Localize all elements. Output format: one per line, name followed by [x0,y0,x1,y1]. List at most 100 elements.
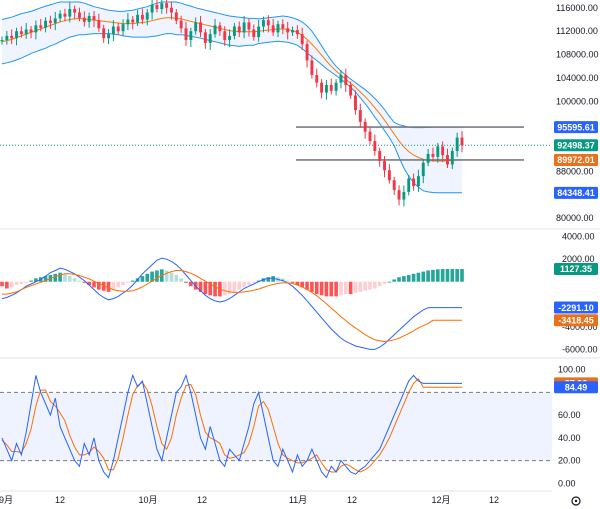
macd-histogram-bar [334,281,338,297]
macd-histogram-bar [53,273,58,282]
candle-body [194,22,198,32]
macd-histogram-bar [402,276,406,282]
candle-body [281,24,285,29]
price-badge [554,263,598,276]
candle-body [334,82,338,91]
candle-body [19,31,23,35]
macd-histogram-bar [130,280,135,282]
candle-body [295,30,299,35]
candle-body [165,3,169,8]
candle-body [329,84,333,91]
macd-histogram-bar [421,271,426,282]
macd-histogram-bar [295,281,300,286]
macd-histogram-bar [411,273,416,282]
macd-histogram-bar [82,281,87,283]
candle-body [203,32,207,43]
macd-histogram-bar [189,281,193,287]
candle-body [358,110,362,122]
candle-body [218,25,222,32]
macd-histogram-bar [203,281,208,295]
candle-body [15,31,18,39]
stoch-axis-tick: 100.00 [558,365,586,375]
candle-body [320,82,324,93]
candle-body [310,60,314,76]
macd-histogram-bar [305,281,309,290]
macd-histogram-bar [213,281,217,297]
macd-histogram-bar [92,281,96,288]
macd-histogram-bar [198,281,203,292]
macd-histogram-bar [72,278,77,282]
candle-body [460,137,464,146]
bollinger-basis-line [1,17,463,162]
candle-body [10,35,14,39]
macd-histogram-bar [387,281,392,283]
macd-histogram-bar [164,270,169,282]
macd-axis-tick: 4000.00 [562,232,595,242]
macd-histogram-bar [24,281,29,283]
macd-histogram-bar [343,281,348,295]
candle-body [140,14,144,20]
price-axis-tick: 88000.00 [556,166,594,176]
macd-histogram-bar [232,281,237,292]
candle-body [82,17,86,22]
candle-body [160,3,164,10]
candle-body [383,160,386,171]
macd-histogram-bar [431,269,435,282]
price-badge [554,314,598,327]
candle-body [155,4,159,10]
gear-icon[interactable] [571,496,581,506]
macd-histogram-bar [377,281,382,287]
candle-body [39,25,43,28]
stoch-axis-tick: 40.00 [558,433,581,443]
time-axis[interactable]: 9月 12 10月 12 11月 12 12月 12 [0,490,552,505]
macd-pane[interactable]: 4000.00 2000.00 -4000.00 -6000.00 1127.35 -22… [0,232,600,359]
macd-histogram-bar [77,280,82,282]
stoch-axis-tick: 60.00 [558,410,581,420]
price-badge [554,153,598,166]
candle-body [237,26,241,33]
candle-body [145,12,149,20]
price-axis-tick: 80000.00 [556,213,594,223]
price-pane[interactable]: 116000.00 112000.00 108000.00 104000.00 1000… [0,0,600,230]
macd-line [1,257,462,350]
macd-histogram-bar [121,281,125,286]
candle-body [199,22,202,33]
macd-histogram-bar [300,281,305,288]
candle-body [68,9,72,17]
candle-body [107,34,110,39]
macd-histogram-bar [140,276,145,282]
stoch-axis-tick: 20.00 [558,456,581,466]
macd-histogram-bar [329,281,334,297]
price-badge [554,381,598,394]
candle-body [421,162,425,177]
macd-histogram-bar [314,281,319,295]
candle-body [0,39,4,42]
chart-panes: 116000.00 112000.00 108000.00 104000.00 1000… [0,0,600,488]
candle-body [252,29,256,38]
macd-histogram-bar [426,270,430,282]
macd-histogram-bar [397,277,401,282]
macd-histogram-bar [266,277,271,282]
candle-body [58,13,62,19]
candle-body [416,176,420,187]
candle-body [378,151,382,161]
candle-body [242,22,246,33]
macd-histogram-bar [406,274,411,282]
candle-body [387,170,391,181]
candle-body [276,24,280,33]
candle-body [63,13,67,17]
time-axis-label: 12 [347,495,357,505]
macd-histogram-bar [455,269,459,282]
macd-axis-tick: -6000.00 [562,344,598,354]
candle-body [232,26,236,36]
macd-histogram-bar [440,269,445,282]
macd-histogram-bar [339,281,343,296]
macd-histogram-bar [9,281,14,288]
candle-body [446,155,449,165]
macd-histogram-bar [348,281,353,295]
candle-body [136,14,140,23]
macd-histogram-bar [310,281,314,292]
macd-histogram-bar [382,281,387,284]
